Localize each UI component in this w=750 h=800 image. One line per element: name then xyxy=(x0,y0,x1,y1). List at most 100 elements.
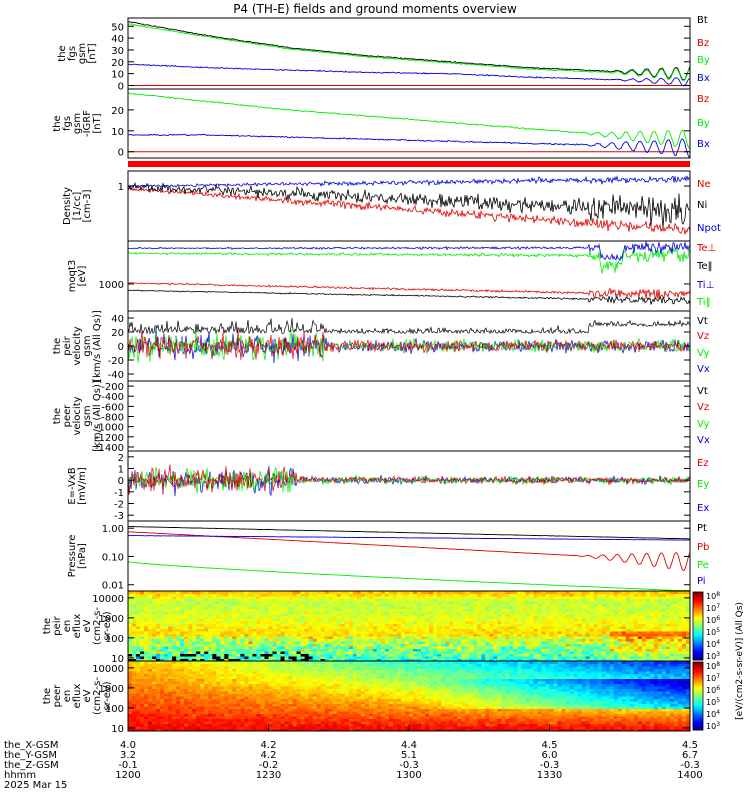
y-tick-label: 0.10 xyxy=(102,552,124,563)
panel-frame xyxy=(127,240,691,312)
legend-entry-by: By xyxy=(697,118,710,129)
panel-peir-eflux-spectrogram xyxy=(128,591,691,662)
series-vt xyxy=(127,318,691,335)
legend-entry-ni: Ni xyxy=(697,200,707,211)
legend: Ne Ni Npot xyxy=(697,179,721,234)
y-axis-label: E=-VxB [mV/m] xyxy=(67,467,88,505)
y-tick-label: 40 xyxy=(111,314,124,325)
y-axis-label-line: peir xyxy=(52,615,63,635)
y-axis-label-line: velocity xyxy=(72,396,83,435)
y-tick-label: 40 xyxy=(111,34,124,45)
y-axis-label: the fgs gsm -IGRF [nT] xyxy=(52,110,103,137)
y-tick-label: -1200 xyxy=(95,433,124,444)
x-axis-value: -0.2 xyxy=(259,760,279,771)
legend-entry-vy: Vy xyxy=(697,348,710,359)
panel-fgs-igrf xyxy=(127,92,691,158)
y-tick-label: 1000 xyxy=(99,614,124,625)
y-axis-label-line: sr-eV) xyxy=(102,681,113,710)
legend: Te⊥ Te‖ Ti⊥ Ti‖ xyxy=(696,243,716,308)
series-by xyxy=(127,92,691,149)
colorbar-tick-label: 106 xyxy=(706,615,720,625)
series-Ti⊥ xyxy=(127,241,691,262)
y-tick-label: -600 xyxy=(101,402,124,413)
colorbar-tick-label: 107 xyxy=(706,673,720,683)
colorbar-frame xyxy=(692,591,704,661)
legend-entry-te-: Te‖ xyxy=(696,261,713,272)
x-axis-value: -0.1 xyxy=(118,760,138,771)
legend-entry-ey: Ey xyxy=(697,479,709,490)
series-bx xyxy=(127,133,691,158)
y-tick-label: -200 xyxy=(101,382,124,393)
y-tick-label: 10 xyxy=(111,654,124,665)
x-axis-value: 4.5 xyxy=(542,740,558,751)
legend-entry-bt: Bt xyxy=(697,15,708,26)
y-tick-label: -3 xyxy=(114,511,124,522)
panel-density xyxy=(127,175,691,235)
legend-entry-bx: Bx xyxy=(697,139,710,150)
colorbar-peer: 108 107 106 105 104 103 xyxy=(692,661,720,731)
panel-peir-velocity xyxy=(127,318,691,364)
x-axis-value: 4.2 xyxy=(261,740,277,751)
panel-frame xyxy=(127,380,691,452)
x-axis: the_X-GSM 4.0 4.2 4.4 4.5 4.5 the_Y-GSM 3.2 4.2 5… xyxy=(4,725,703,791)
legend-entry-npot: Npot xyxy=(697,223,721,234)
y-axis-label-line: gsm xyxy=(72,113,83,134)
colorbar-tick-label: 103 xyxy=(706,651,720,661)
y-axis-label-line: fgs xyxy=(62,116,73,131)
legend: Vt Vz Vy Vx xyxy=(697,316,710,375)
legend-entry-vy: Vy xyxy=(697,419,710,430)
y-axis-label-line: (cm2-s- xyxy=(92,607,103,645)
colorbar-tick-label: 106 xyxy=(706,685,720,695)
y-tick-label: 10 xyxy=(111,724,124,735)
panel-peer-eflux-spectrogram xyxy=(128,661,691,732)
x-axis-row-label: the_X-GSM xyxy=(4,740,58,751)
legend-entry-vz: Vz xyxy=(697,331,709,342)
colorbar-tick-label: 103 xyxy=(706,721,720,731)
y-axis-label-line: [1/cc] xyxy=(72,192,83,221)
x-axis-value: -0.3 xyxy=(399,760,419,771)
y-axis-label: the peir en eflux eV (cm2-s-sr-eV) xyxy=(42,607,113,645)
legend-entry-vx: Vx xyxy=(697,435,710,446)
y-axis-label-line: eV xyxy=(82,689,93,702)
x-axis-value: -0.3 xyxy=(540,760,560,771)
x-axis-value: -0.3 xyxy=(680,760,700,771)
y-axis-label-line: peir xyxy=(62,335,73,355)
colorbar-tick-label: 108 xyxy=(706,591,720,601)
series-bt xyxy=(127,21,691,81)
legend-entry-vt: Vt xyxy=(697,316,708,327)
series-by xyxy=(128,23,691,82)
y-axis-label-line: gsm xyxy=(77,43,88,64)
x-axis-value: 6.7 xyxy=(682,750,698,761)
legend-entry-te-: Te⊥ xyxy=(696,243,716,254)
y-axis-label-line: -IGRF xyxy=(82,110,93,137)
y-axis-label-line: [cm-3] xyxy=(82,189,93,222)
y-axis-label-line: [nPa] xyxy=(77,543,88,569)
legend-entry-bz: Bz xyxy=(697,38,709,49)
y-axis-label-line: the xyxy=(42,618,53,634)
series-ex xyxy=(127,465,691,497)
series-Ti‖ xyxy=(127,248,691,274)
y-axis-label-line: eflux xyxy=(72,614,83,639)
panel-frame xyxy=(127,520,691,592)
y-tick-label: 0 xyxy=(118,81,124,92)
legend-entry-pb: Pb xyxy=(697,542,709,553)
y-axis-label-line: the xyxy=(52,115,63,131)
legend: Bt Bz By Bx xyxy=(697,15,710,84)
x-axis-row-label: the_Z-GSM xyxy=(4,760,59,771)
y-tick-label: 1.00 xyxy=(102,524,124,535)
y-tick-label: 1 xyxy=(118,465,124,476)
x-axis-value: 4.4 xyxy=(401,740,417,751)
y-axis-ticks: 10 100 1000 10000 xyxy=(92,594,690,665)
y-tick-label: 50 xyxy=(111,22,124,33)
x-axis-value: 6.0 xyxy=(542,750,558,761)
y-axis-ticks: 10 100 1000 10000 xyxy=(92,664,690,735)
y-axis-label-line: velocity xyxy=(72,326,83,365)
legend-entry-ti-: Ti⊥ xyxy=(696,280,714,291)
colorbar-tick-label: 104 xyxy=(706,639,720,649)
series-npot xyxy=(127,175,691,188)
y-axis-label-line: [km/s (All Qs)] xyxy=(92,310,103,382)
y-axis-label: the peer velocity gsm [km/s (All Qs)] xyxy=(52,380,103,452)
y-axis-label-line: the xyxy=(52,338,63,354)
y-tick-label: 20 xyxy=(111,58,124,69)
data-quality-bar xyxy=(128,161,690,167)
